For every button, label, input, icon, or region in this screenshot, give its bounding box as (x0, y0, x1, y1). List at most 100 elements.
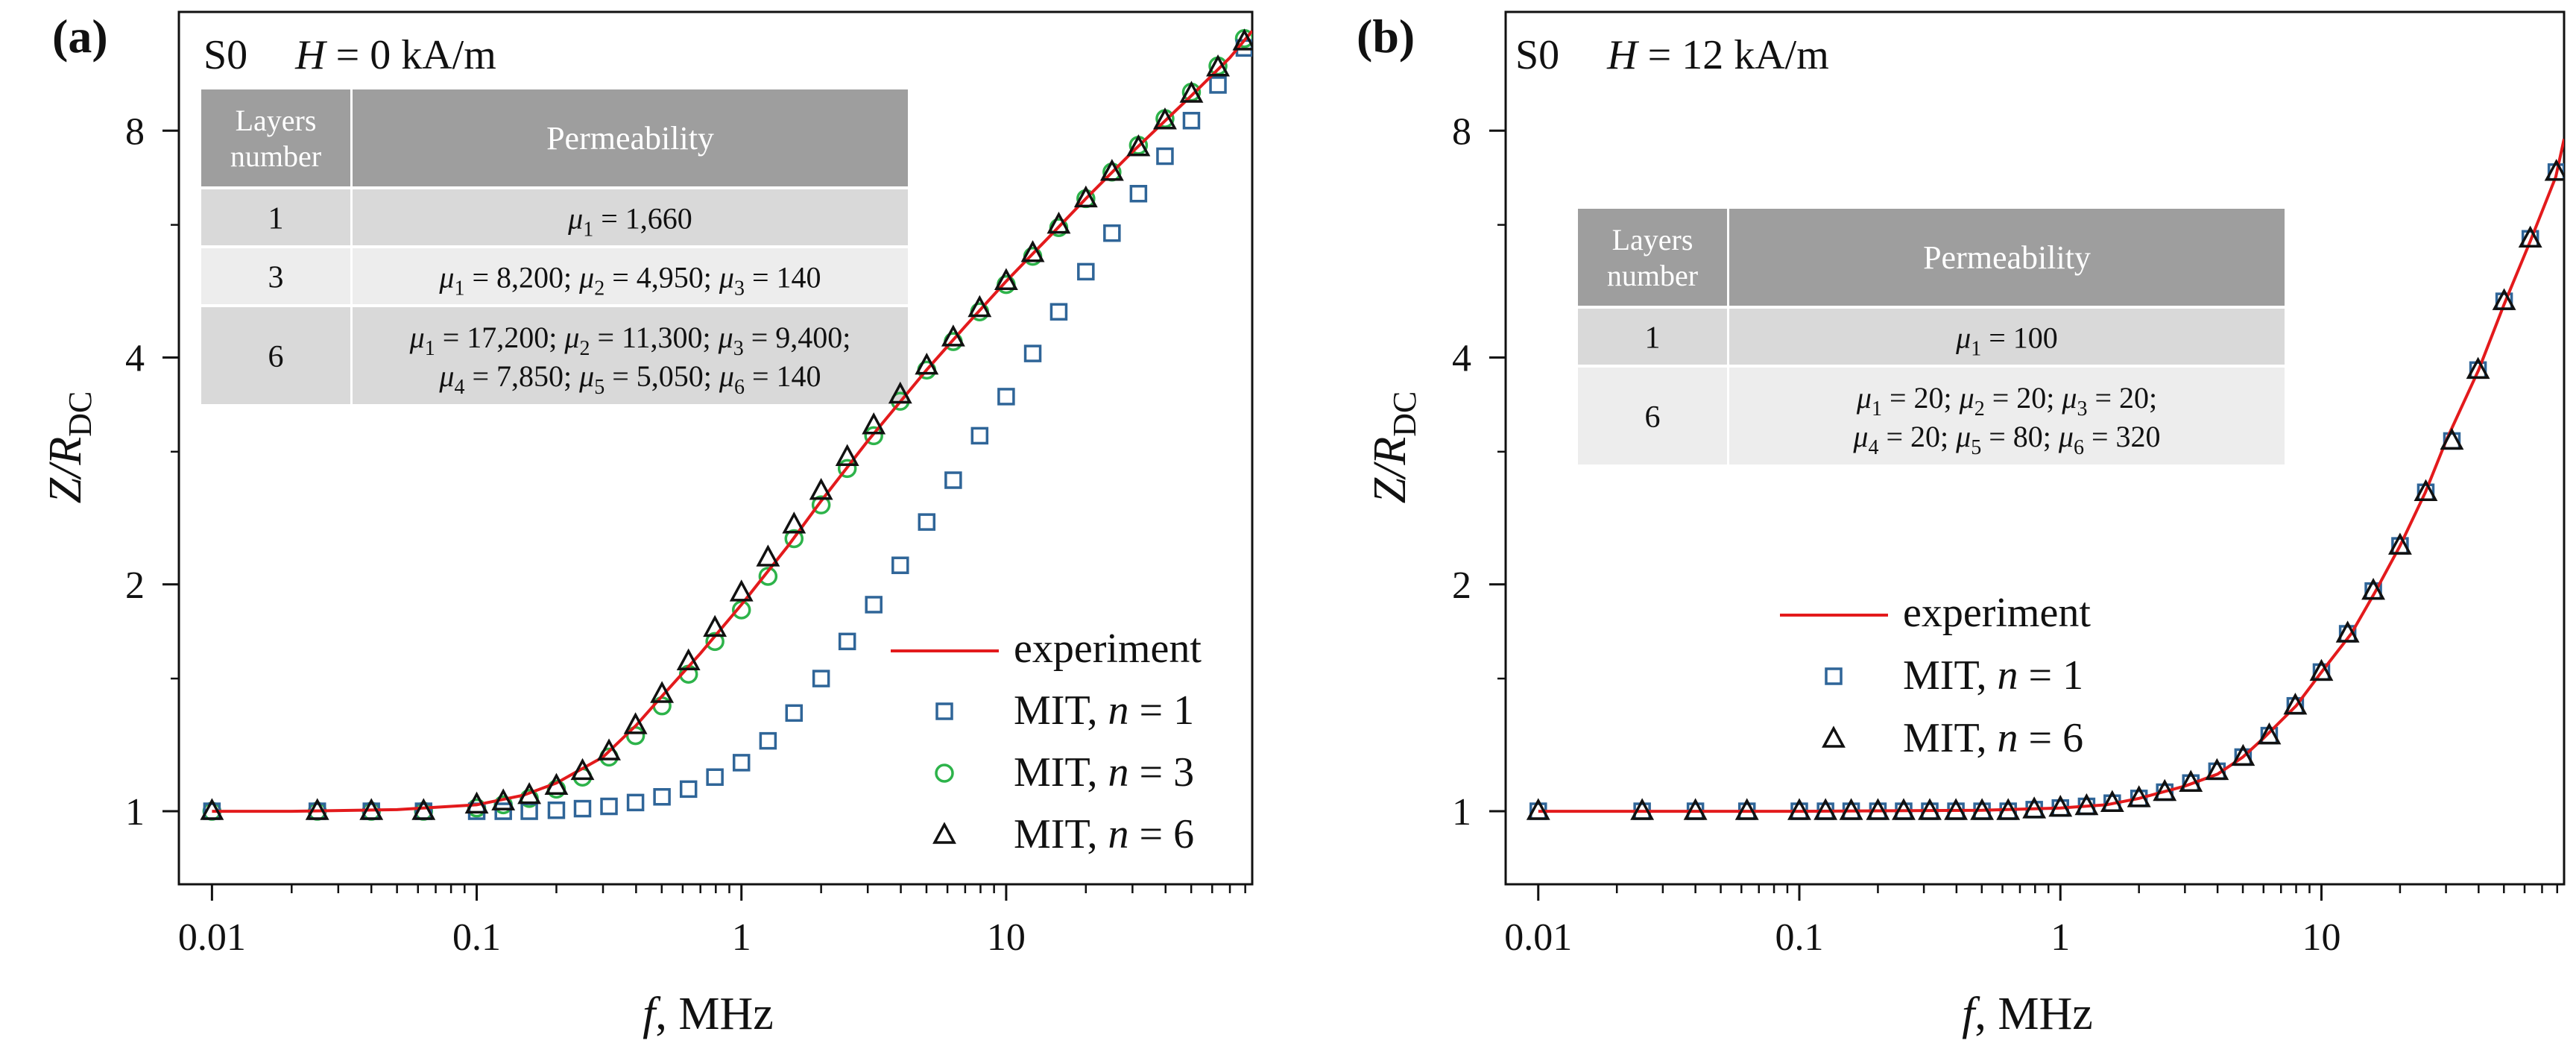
legend-marker-square (935, 702, 953, 720)
x-tick-label: 10 (987, 916, 1026, 959)
legend-n-value: = 1 (2018, 652, 2084, 699)
data-point-triangle (570, 758, 595, 781)
data-point-triangle (200, 798, 224, 820)
sample-label: S0 (203, 32, 247, 78)
data-point-triangle (1526, 798, 1550, 820)
data-point-triangle (1970, 798, 1995, 820)
data-point-triangle (2074, 793, 2099, 816)
x-tick-label: 0.1 (1775, 916, 1823, 959)
table-cell-layers (201, 189, 350, 245)
x-tick-label: 10 (2302, 916, 2340, 959)
legend-marker-square (1825, 667, 1843, 685)
mu-symbol: μ (409, 321, 425, 354)
mu-value: = 140 (745, 359, 821, 393)
data-point-triangle (1020, 240, 1045, 262)
data-point-triangle (464, 791, 489, 814)
data-point-circle (784, 529, 804, 549)
data-point-circle (652, 696, 672, 716)
table-permeability-line: μ1 = 8,200; μ2 = 4,950; μ3 = 140 (438, 261, 821, 300)
data-point-square (785, 704, 804, 722)
table-layers-value: 1 (1645, 321, 1661, 356)
legend-mit-label: MIT, n = 3 (1014, 749, 1194, 796)
mu-value: = 320 (2084, 420, 2161, 453)
data-point-square (944, 471, 962, 489)
table-header-layers-line: Layers (1612, 223, 1693, 256)
mu-value: = 100 (1981, 321, 2058, 355)
data-point-triangle (2309, 658, 2334, 681)
data-point-triangle (1179, 81, 1204, 103)
data-point-triangle (1839, 798, 1863, 820)
mu-value: = 9,400; (744, 321, 851, 354)
table-header-layers-line: number (1607, 259, 1698, 292)
y-axis-label: Z/RDC (40, 391, 98, 504)
mu-symbol: μ (438, 359, 454, 393)
mu-symbol: μ (564, 321, 579, 354)
data-point-square (1129, 184, 1148, 203)
table-cell-permeability (1729, 368, 2285, 465)
data-point-square (891, 556, 909, 574)
data-point-triangle (888, 381, 912, 404)
experiment-line (1538, 138, 2564, 813)
mu-value: = 20; (1879, 420, 1957, 453)
table-header-cell-permeability (353, 89, 908, 186)
mu-symbol: μ (1959, 381, 1974, 415)
data-point-circle (705, 632, 724, 652)
data-point-triangle (491, 788, 516, 810)
data-point-square (1049, 303, 1068, 321)
table-header-permeability: Permeability (546, 120, 714, 157)
panel-b: (b) S0 H = 12 kA/m 0.01 0.1 1 10 1 2 4 8 f, MHz Z/RD… (1357, 10, 2566, 1039)
data-point-triangle (835, 444, 859, 466)
data-point-triangle (2283, 693, 2308, 715)
data-point-triangle (517, 781, 542, 804)
y-tick-label: 1 (1452, 791, 1471, 834)
condition-caption: S0 H = 0 kA/m (203, 32, 496, 78)
data-point-triangle (1153, 107, 1177, 130)
data-point-triangle (1099, 159, 1124, 181)
data-point-square (600, 797, 618, 816)
data-point-square (1023, 344, 1042, 362)
series-group (200, 28, 1252, 821)
legend-marker-triangle (1822, 725, 1846, 748)
mu-value: = 5,050; (604, 359, 719, 393)
data-point-triangle (729, 579, 754, 602)
data-point-square (970, 426, 989, 445)
legend-mit-label: MIT, n = 6 (1903, 715, 2083, 761)
legend-experiment-label: experiment (1903, 590, 2091, 636)
data-point-triangle (2466, 356, 2490, 380)
panel-a: (a) S0 H = 0 kA/m 0.01 0.1 1 10 1 2 4 8 f, MHz Z/RDC… (40, 10, 1254, 1039)
mu-subscript: 4 (1869, 436, 1879, 459)
data-point-triangle (1683, 798, 1708, 820)
table-cell-layers (201, 248, 350, 304)
data-point-triangle (1787, 798, 1811, 820)
mu-value: = 7,850; (465, 359, 580, 393)
mu-subscript: 4 (455, 376, 465, 399)
legend-n-symbol: n (1108, 687, 1129, 734)
data-point-triangle (2257, 722, 2282, 745)
mu-subscript: 1 (455, 277, 465, 300)
mu-value: = 4,950; (604, 261, 719, 295)
legend-n-symbol: n (1108, 749, 1129, 796)
data-point-triangle (2361, 577, 2385, 600)
mu-symbol: μ (1955, 420, 1971, 453)
table-layers-value: 6 (268, 340, 284, 374)
data-point-square (626, 793, 645, 812)
legend-mit-label: MIT, n = 1 (1903, 652, 2083, 699)
data-point-square (1156, 147, 1174, 166)
mu-symbol: μ (1955, 321, 1971, 355)
mu-value: = 1,660 (593, 202, 692, 236)
legend-mit-text: MIT, (1903, 652, 1998, 699)
x-tick-label: 1 (2051, 916, 2070, 959)
data-point-triangle (915, 352, 939, 375)
data-point-triangle (703, 614, 727, 637)
data-point-triangle (597, 738, 621, 761)
mu-subscript: 1 (583, 218, 593, 242)
data-point-triangle (2440, 427, 2464, 450)
data-point-triangle (2414, 479, 2438, 502)
data-point-triangle (2231, 743, 2255, 766)
table-permeability-line: μ1 = 20; μ2 = 20; μ3 = 20; (1856, 381, 2157, 421)
mu-subscript: 2 (594, 277, 604, 300)
mu-symbol: μ (567, 202, 583, 236)
mu-value: = 8,200; (465, 261, 580, 295)
